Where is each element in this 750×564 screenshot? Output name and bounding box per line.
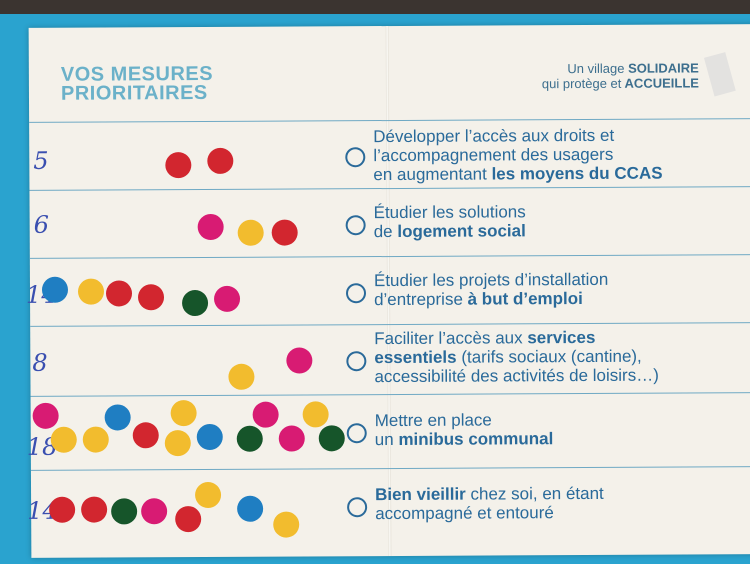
- sticker-dot-red: [81, 496, 108, 523]
- measure-label: Étudier les projets d’installation d’ent…: [374, 269, 734, 309]
- sticker-dot-yellow: [237, 219, 264, 246]
- label-bold: services: [527, 327, 596, 348]
- sticker-dot-blue: [196, 423, 223, 451]
- slogan-part-c: qui protège et: [541, 75, 622, 92]
- poster-sheet: VOS MESURES PRIORITAIRES Un village SOLI…: [26, 24, 750, 558]
- sticker-dot-yellow: [82, 426, 109, 453]
- slogan-part-a: Un village: [567, 60, 625, 77]
- label-bold: les moyens du CCAS: [491, 163, 663, 184]
- label-line: un minibus communal: [375, 428, 735, 449]
- label-line: Bien vieillir chez soi, en étant: [375, 483, 735, 504]
- sticker-dot-red: [271, 219, 298, 246]
- sticker-dot-pink: [213, 285, 241, 312]
- measure-row: 8 Faciliter l’accès aux services essenti…: [30, 322, 750, 397]
- sticker-dot-blue: [104, 404, 131, 431]
- sticker-dot-yellow: [273, 511, 300, 538]
- sticker-dot-red: [132, 422, 159, 449]
- sticker-dot-pink: [252, 401, 279, 428]
- title-line-2: PRIORITAIRES: [60, 81, 208, 105]
- sticker-dot-red: [175, 506, 202, 533]
- label-line: Développer l’accès aux droits et: [373, 125, 615, 147]
- label-bold: Bien vieillir: [375, 484, 466, 505]
- sticker-dot-green: [236, 425, 263, 452]
- label-text: (tarifs sociaux (cantine),: [456, 346, 642, 367]
- measure-row: 6 Étudier les solutions de logement soci…: [29, 186, 750, 259]
- measure-label: Mettre en place un minibus communal: [375, 409, 735, 449]
- label-line: l’accompagnement des usagers: [373, 144, 614, 166]
- sticker-dot-blue: [41, 276, 69, 303]
- measure-row: 14 Bien vieillir chez soi, en étant acco…: [27, 466, 750, 545]
- measure-label: Faciliter l’accès aux services essentiel…: [374, 327, 734, 386]
- sticker-dot-red: [165, 152, 192, 179]
- label-bold: à but d’emploi: [467, 289, 583, 309]
- slogan: Un village SOLIDAIRE qui protège et ACCU…: [542, 60, 699, 91]
- label-line: Étudier les solutions: [373, 202, 526, 223]
- measures-table: 5 Développer l’accès aux droits et l’acc…: [26, 118, 750, 545]
- label-text: de: [373, 221, 398, 242]
- label-line: accompagné et entouré: [375, 503, 554, 524]
- label-line: en augmentant les moyens du CCAS: [373, 163, 733, 185]
- checkbox-circle-icon: [345, 283, 367, 304]
- vote-count: 5: [33, 146, 49, 175]
- label-bold: logement social: [397, 221, 526, 241]
- sticker-dot-yellow: [302, 401, 329, 428]
- label-text: chez soi, en étant: [465, 483, 604, 504]
- slogan-part-d: ACCUEILLE: [624, 75, 699, 91]
- sticker-dot-green: [318, 425, 345, 452]
- label-line: accessibilité des activités de loisirs…): [374, 365, 659, 387]
- sticker-dot-yellow: [194, 481, 222, 509]
- label-line: de logement social: [374, 220, 734, 241]
- checkbox-circle-icon: [346, 351, 367, 372]
- vote-count: 6: [33, 210, 50, 239]
- measure-label: Développer l’accès aux droits et l’accom…: [373, 125, 733, 184]
- label-bold: essentiels: [374, 347, 457, 368]
- checkbox-circle-icon: [346, 423, 367, 444]
- measure-row: 5 Développer l’accès aux droits et l’acc…: [29, 118, 750, 191]
- measure-row: 14 Étudier les projets d’installation d’…: [26, 254, 750, 327]
- label-text: un: [374, 429, 399, 450]
- checkbox-circle-icon: [347, 497, 368, 518]
- sticker-dot-yellow: [164, 430, 191, 457]
- sticker-dot-pink: [197, 213, 224, 241]
- checkbox-circle-icon: [345, 215, 366, 236]
- tape-piece: [703, 52, 736, 97]
- label-line: Étudier les projets d’installation: [373, 269, 609, 291]
- sticker-dot-red: [105, 280, 133, 307]
- sticker-dot-pink: [278, 425, 305, 452]
- vote-count: 8: [32, 348, 48, 377]
- sticker-dot-red: [49, 496, 76, 523]
- label-text: Faciliter l’accès aux: [374, 328, 528, 349]
- label-text: d’entreprise: [373, 289, 468, 310]
- measure-label: Étudier les solutions de logement social: [374, 201, 734, 241]
- label-bold: minibus communal: [398, 429, 554, 449]
- label-line: essentiels (tarifs sociaux (cantine),: [374, 346, 734, 367]
- sticker-dot-yellow: [50, 426, 77, 453]
- slogan-part-b: SOLIDAIRE: [628, 60, 699, 76]
- sticker-dot-blue: [237, 495, 264, 522]
- label-line: Mettre en place: [374, 410, 492, 431]
- sticker-dot-green: [111, 498, 138, 525]
- label-line: d’entreprise à but d’emploi: [374, 288, 734, 309]
- sticker-dot-yellow: [228, 363, 255, 390]
- sticker-dot-pink: [141, 498, 168, 525]
- checkbox-circle-icon: [345, 147, 366, 168]
- poster-title: VOS MESURES PRIORITAIRES: [60, 63, 213, 105]
- sticker-dot-green: [181, 289, 209, 317]
- sticker-dot-red: [207, 147, 234, 174]
- label-line: Faciliter l’accès aux services: [374, 327, 734, 348]
- sticker-dot-pink: [32, 402, 59, 429]
- measure-row: 18 Mettre en place un minibus communal: [27, 392, 750, 471]
- sticker-dot-yellow: [170, 400, 197, 427]
- table-background: [0, 0, 750, 14]
- label-text: en augmentant: [373, 164, 492, 185]
- sticker-dot-red: [137, 284, 165, 311]
- sticker-dot-yellow: [77, 278, 105, 305]
- measure-label: Bien vieillir chez soi, en étant accompa…: [375, 483, 735, 523]
- sticker-dot-pink: [286, 347, 313, 374]
